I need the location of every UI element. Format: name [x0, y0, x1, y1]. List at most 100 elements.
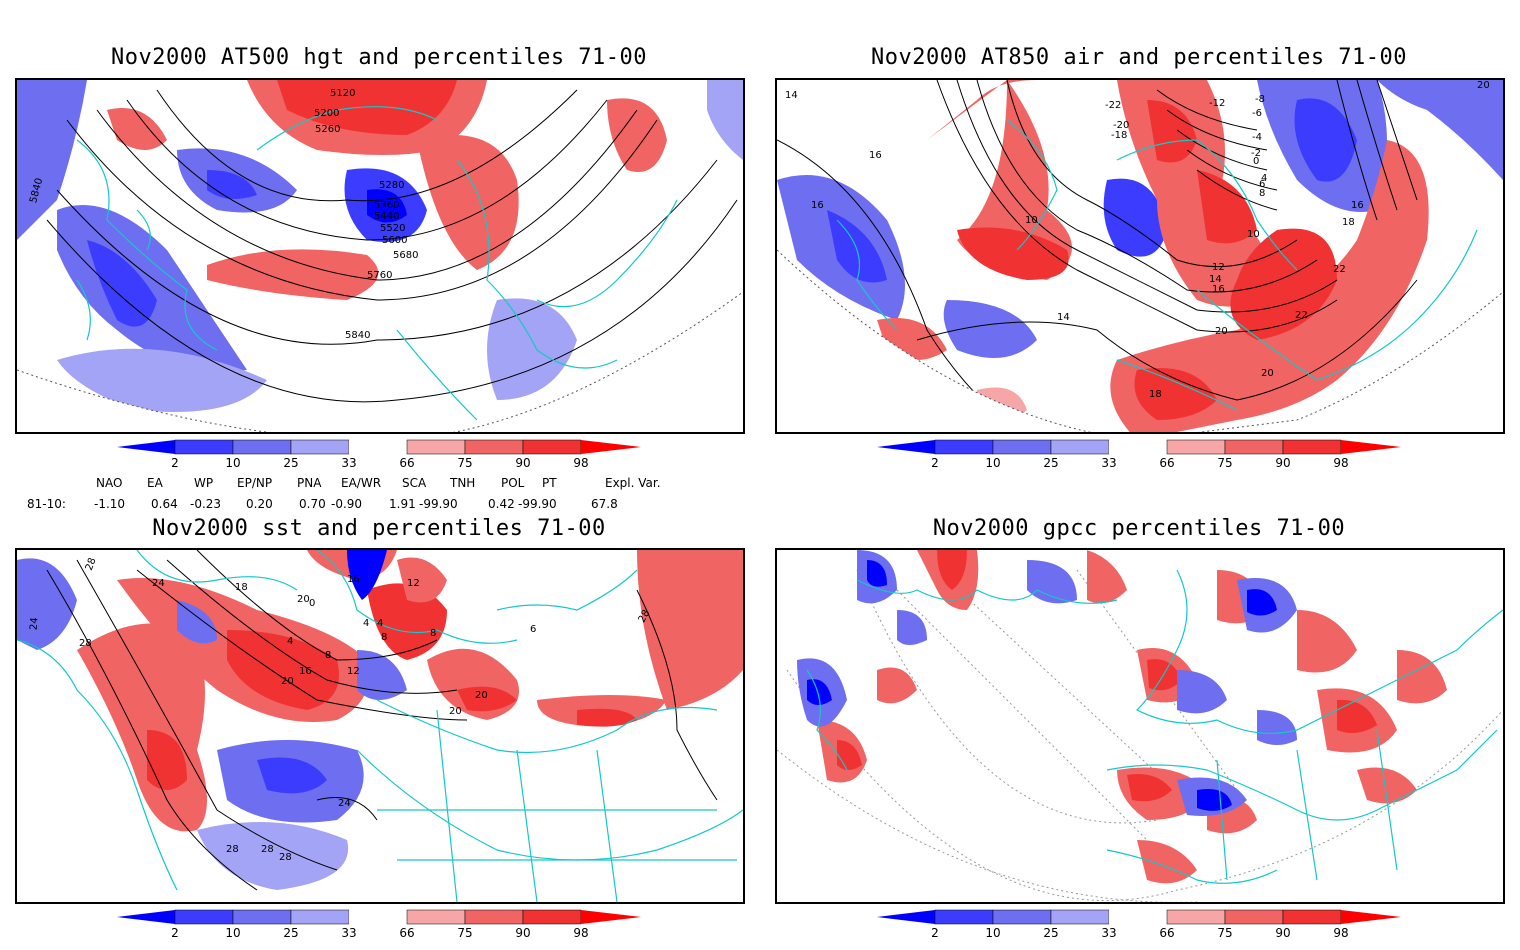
tele-value: 0.20	[246, 497, 273, 511]
contour-label: 28	[84, 556, 99, 572]
contour-label: 20	[1215, 326, 1228, 337]
colorbar-gpcc: 2 10 25 33 66 75 90 98	[877, 909, 1407, 950]
contour-label: 28	[261, 844, 274, 855]
panel-title-hgt: Nov2000 AT500 hgt and percentiles 71-00	[110, 45, 648, 70]
colorbar-hgt: 2 10 25 33 66 75 90 98	[117, 439, 647, 480]
contour-label: 28	[279, 852, 292, 863]
tele-value: 0.42	[488, 497, 515, 511]
tele-header: Expl. Var.	[605, 476, 661, 490]
contour-label: 14	[1057, 312, 1070, 323]
colorbar-tick: 10	[225, 926, 241, 940]
colorbar-air: 2 10 25 33 66 75 90 98	[877, 439, 1407, 480]
colorbar-tick: 25	[1043, 456, 1059, 470]
contour-label: 14	[1209, 274, 1222, 285]
contour-label: 16	[1212, 284, 1225, 295]
panel-title-air: Nov2000 AT850 air and percentiles 71-00	[870, 45, 1408, 70]
colorbar-tick: 10	[985, 456, 1001, 470]
contour-label: 4	[287, 636, 293, 647]
colorbar-tick: 66	[1159, 456, 1175, 470]
contour-label: 16	[1351, 200, 1364, 211]
colorbar-tick: 2	[931, 456, 939, 470]
colorbar-tick: 33	[341, 456, 357, 470]
colorbar-tick: 98	[573, 926, 589, 940]
colorbar-tick: 10	[985, 926, 1001, 940]
colorbar-swatches	[117, 909, 641, 925]
tele-value: 1.91	[389, 497, 416, 511]
contour-label: 20	[475, 690, 488, 701]
contour-label: 16	[869, 150, 882, 161]
contour-label: 5840	[345, 330, 370, 341]
contour-label: 0	[309, 598, 315, 609]
tele-value: -99.90	[419, 497, 458, 511]
contour-label: 6	[530, 624, 536, 635]
colorbar-tick: 10	[225, 456, 241, 470]
colorbar-tick: 66	[399, 926, 415, 940]
colorbar-tick: 33	[1101, 926, 1117, 940]
contour-label: 5260	[315, 124, 340, 135]
colorbar-swatches	[877, 909, 1401, 925]
tele-value: -0.23	[190, 497, 222, 511]
contour-label: 4	[363, 618, 369, 629]
colorbar-tick: 98	[1333, 456, 1349, 470]
colorbar-tick: 33	[1101, 456, 1117, 470]
contour-label: 24	[28, 617, 40, 631]
contour-label: 18	[1149, 389, 1162, 400]
contour-label: 22	[1333, 264, 1346, 275]
contour-label: 0	[1253, 156, 1259, 167]
contour-label: 24	[338, 798, 351, 809]
contour-label: 10	[1247, 229, 1260, 240]
contour-label: -4	[1252, 132, 1262, 143]
colorbar-tick: 25	[1043, 926, 1059, 940]
contour-label: 14	[785, 90, 798, 101]
colorbar-tick: 2	[171, 926, 179, 940]
colorbar-tick: 33	[341, 926, 357, 940]
contour-label: 16	[347, 574, 360, 585]
contour-label: 5120	[330, 88, 355, 99]
contour-label: -2	[1251, 148, 1261, 159]
teleconnection-table: NAO EA WP EP/NP PNA EA/WR SCA TNH POL PT…	[0, 476, 760, 516]
colorbar-tick: 2	[171, 456, 179, 470]
contour-label: 12	[1212, 262, 1225, 273]
contour-label: 28	[226, 844, 239, 855]
tele-header: WP	[194, 476, 214, 490]
contour-label: 8	[381, 632, 387, 643]
map-panel-gpcc	[775, 548, 1505, 904]
contour-label: 20	[281, 676, 294, 687]
tele-value: 0.64	[151, 497, 178, 511]
contour-label: 10	[1025, 215, 1038, 226]
tele-header: NAO	[96, 476, 123, 490]
colorbar-tick: 75	[1217, 926, 1233, 940]
tele-header: EA	[147, 476, 163, 490]
colorbar-tick: 25	[283, 456, 299, 470]
contour-label: 22	[1295, 310, 1308, 321]
contour-label: -6	[1252, 108, 1262, 119]
colorbar-tick: 2	[931, 926, 939, 940]
tele-value: -99.90	[518, 497, 557, 511]
colorbar-swatches	[117, 439, 641, 455]
contour-label: 12	[407, 578, 420, 589]
contour-label: 16	[811, 200, 824, 211]
colorbar-tick: 75	[457, 456, 473, 470]
contour-label: -18	[1111, 130, 1127, 141]
contour-label: -12	[1209, 98, 1225, 109]
contour-label: 16	[299, 666, 312, 677]
contour-label: 20	[1477, 80, 1490, 91]
contour-label: 5520	[380, 223, 405, 234]
colorbar-tick: 75	[1217, 456, 1233, 470]
contour-label: 18	[1342, 217, 1355, 228]
panel-title-gpcc: Nov2000 gpcc percentiles 71-00	[932, 516, 1346, 541]
tele-value: -1.10	[94, 497, 126, 511]
tele-header: TNH	[450, 476, 476, 490]
contour-label: 24	[152, 578, 165, 589]
panel-title-sst: Nov2000 sst and percentiles 71-00	[152, 516, 606, 541]
contour-label: 4	[377, 618, 383, 629]
tele-header: PT	[542, 476, 557, 490]
tele-value: 67.8	[591, 497, 618, 511]
contour-label: 28	[79, 638, 92, 649]
colorbar-sst: 2 10 25 33 66 75 90 98	[117, 909, 647, 950]
contour-label: 5200	[314, 108, 339, 119]
contour-label: 8	[325, 650, 331, 661]
tele-value: 0.70	[299, 497, 326, 511]
colorbar-tick: 75	[457, 926, 473, 940]
contour-label: 4	[1261, 173, 1267, 184]
